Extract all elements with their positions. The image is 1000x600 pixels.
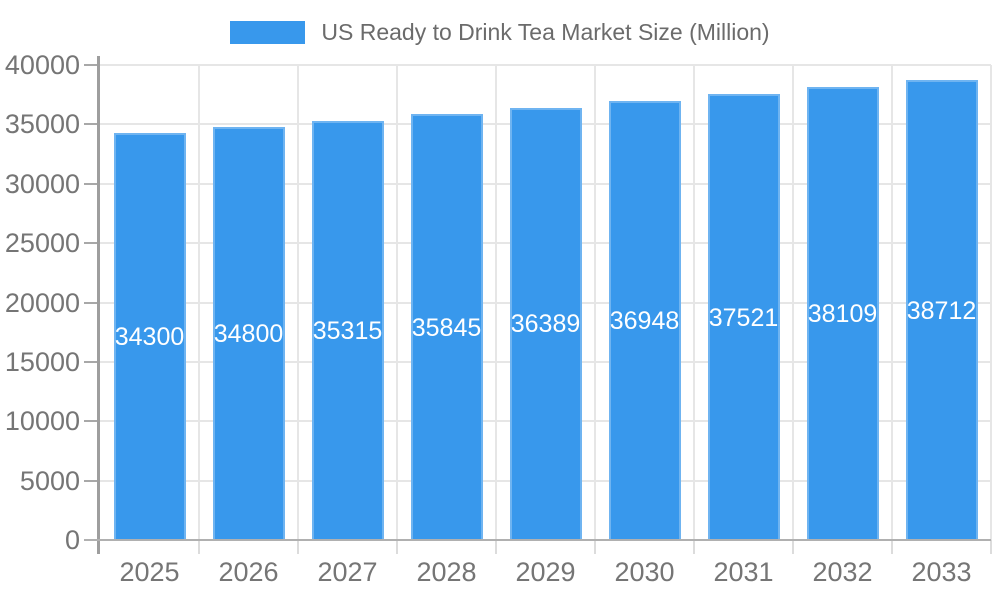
x-axis-tick-label: 2032 bbox=[812, 557, 873, 587]
x-tick bbox=[891, 540, 893, 554]
y-tick bbox=[84, 360, 100, 363]
x-axis-tick-label: 2027 bbox=[317, 557, 378, 587]
x-tick bbox=[594, 540, 596, 554]
x-tick bbox=[792, 540, 794, 554]
bar-value-label: 36948 bbox=[609, 307, 680, 336]
v-gridline bbox=[792, 65, 794, 540]
v-gridline bbox=[693, 65, 695, 540]
y-tick bbox=[84, 242, 100, 245]
x-axis-tick-label: 2031 bbox=[713, 557, 774, 587]
bar-value-label: 35315 bbox=[312, 316, 383, 345]
bar-value-label: 38712 bbox=[906, 296, 977, 325]
x-tick bbox=[198, 540, 200, 554]
x-axis-line bbox=[84, 539, 991, 541]
bar[interactable]: 36948 bbox=[608, 101, 681, 540]
bar[interactable]: 35845 bbox=[410, 114, 483, 540]
x-tick bbox=[990, 540, 992, 554]
v-gridline bbox=[990, 65, 992, 540]
legend-label[interactable]: US Ready to Drink Tea Market Size (Milli… bbox=[321, 18, 770, 45]
v-gridline bbox=[297, 65, 299, 540]
v-gridline bbox=[891, 65, 893, 540]
x-axis-tick-label: 2026 bbox=[218, 557, 279, 587]
y-axis-tick-label: 0 bbox=[64, 525, 80, 555]
bar[interactable]: 38712 bbox=[905, 80, 978, 540]
x-axis-tick-label: 2029 bbox=[515, 557, 576, 587]
bar[interactable]: 35315 bbox=[311, 120, 384, 540]
bar[interactable]: 37521 bbox=[707, 94, 780, 540]
bar-value-label: 34800 bbox=[213, 319, 284, 348]
x-axis-tick-label: 2028 bbox=[416, 557, 477, 587]
bar-value-label: 36389 bbox=[510, 310, 581, 339]
y-axis-tick-label: 30000 bbox=[4, 168, 80, 199]
h-gridline bbox=[100, 64, 991, 66]
v-gridline bbox=[396, 65, 398, 540]
x-axis-tick-label: 2033 bbox=[911, 557, 972, 587]
bar[interactable]: 38109 bbox=[806, 87, 879, 540]
y-axis-tick-label: 5000 bbox=[19, 465, 80, 496]
y-axis-tick-label: 40000 bbox=[4, 50, 80, 80]
y-tick bbox=[84, 123, 100, 126]
x-tick bbox=[495, 540, 497, 554]
x-tick bbox=[396, 540, 398, 554]
y-axis-line bbox=[97, 56, 100, 554]
y-axis-tick-label: 25000 bbox=[4, 228, 80, 259]
y-axis-tick-label: 20000 bbox=[4, 287, 80, 318]
bar-value-label: 37521 bbox=[708, 303, 779, 332]
bar[interactable]: 36389 bbox=[509, 107, 582, 540]
bar[interactable]: 34300 bbox=[113, 132, 186, 540]
x-axis-tick-label: 2025 bbox=[119, 557, 180, 587]
y-tick bbox=[84, 420, 100, 423]
bar-value-label: 34300 bbox=[114, 322, 185, 351]
y-tick bbox=[84, 479, 100, 482]
y-axis-tick-label: 35000 bbox=[4, 109, 80, 140]
x-tick bbox=[693, 540, 695, 554]
v-gridline bbox=[198, 65, 200, 540]
bar-value-label: 38109 bbox=[807, 300, 878, 329]
v-gridline bbox=[594, 65, 596, 540]
v-gridline bbox=[495, 65, 497, 540]
y-tick bbox=[84, 301, 100, 304]
y-axis-tick-label: 10000 bbox=[4, 406, 80, 437]
y-axis-tick-label: 15000 bbox=[4, 346, 80, 377]
x-axis-tick-label: 2030 bbox=[614, 557, 675, 587]
legend[interactable]: US Ready to Drink Tea Market Size (Milli… bbox=[0, 13, 1000, 51]
bar-value-label: 35845 bbox=[411, 313, 482, 342]
legend-swatch[interactable] bbox=[230, 20, 306, 44]
bar[interactable]: 34800 bbox=[212, 126, 285, 540]
y-tick bbox=[84, 182, 100, 185]
y-tick bbox=[84, 64, 100, 66]
x-tick bbox=[297, 540, 299, 554]
